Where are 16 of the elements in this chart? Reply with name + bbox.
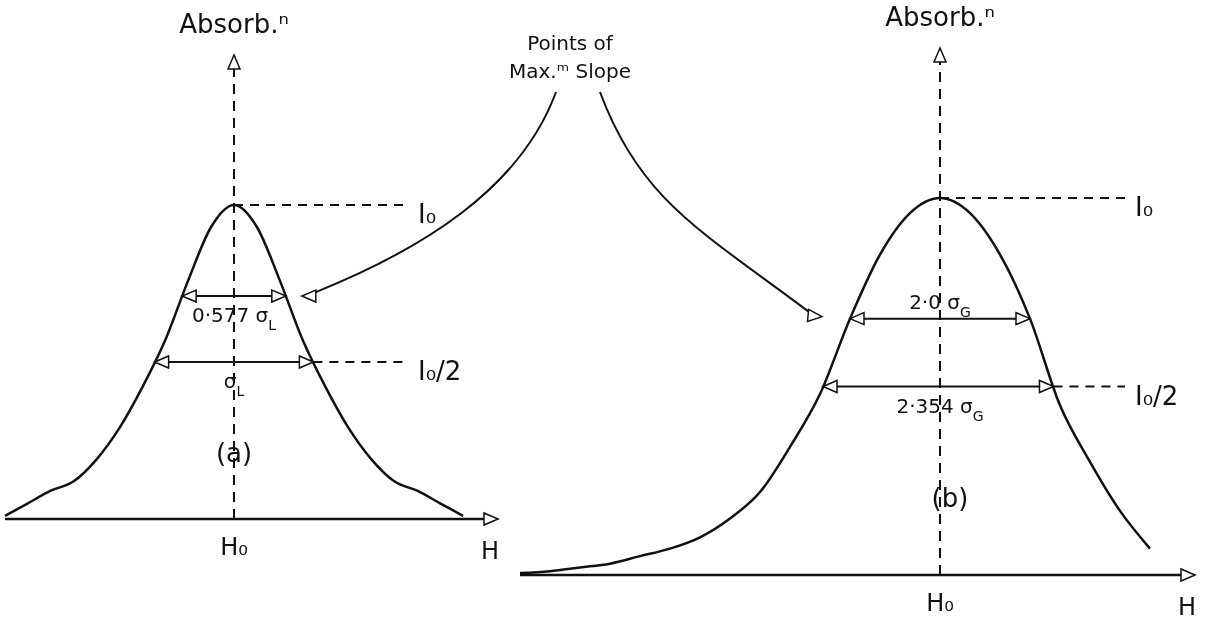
ref-line-label: I₀ (418, 199, 437, 229)
y-axis-title: Absorb.ⁿ (885, 2, 995, 32)
ref-line-label: I₀ (1135, 192, 1154, 222)
annotation: 0·577 σ$_{L}$ (191, 303, 277, 334)
ref-line-label: I₀/2 (418, 356, 462, 386)
text: Points of Max.ᵐ Slope (508, 31, 632, 83)
text: H₀ (926, 589, 954, 617)
ref-line-label: I₀/2 (1135, 380, 1179, 411)
annotation: (b) (931, 483, 969, 514)
y-axis-title: Absorb.ⁿ (179, 9, 289, 39)
x-axis-title: H (1177, 593, 1197, 621)
text: H₀ (220, 533, 248, 561)
x-axis-title: H (480, 537, 500, 565)
annotation: 2·0 σ$_{G}$ (909, 289, 971, 320)
annotation: 2·354 σ$_{G}$ (896, 393, 984, 424)
annotation: (a) (215, 438, 253, 469)
